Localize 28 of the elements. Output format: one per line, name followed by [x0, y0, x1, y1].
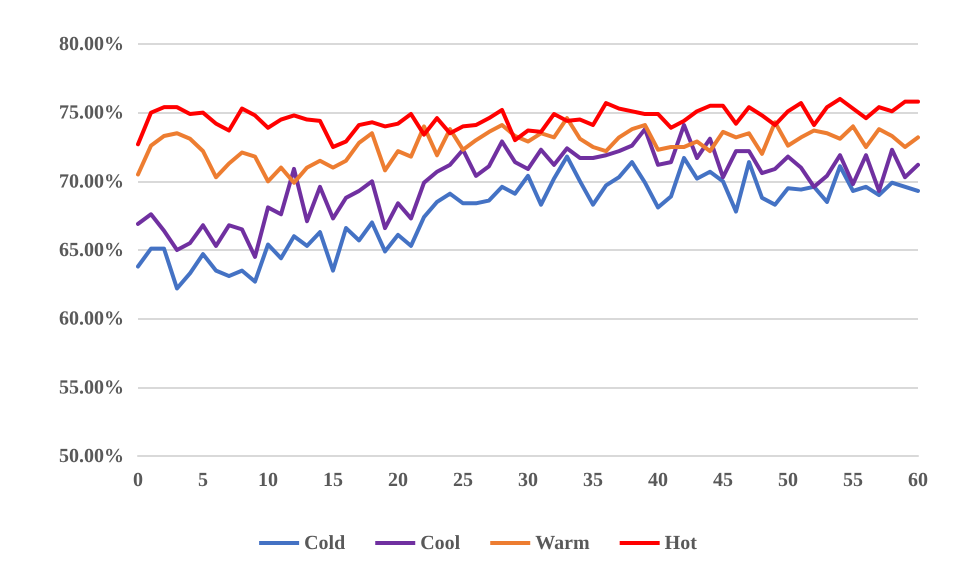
x-tick-label: 10 — [258, 469, 278, 491]
line-series — [136, 123, 920, 259]
y-tick-label: 55.00% — [59, 376, 124, 398]
y-tick-label: 70.00% — [59, 170, 124, 192]
legend-label: Cool — [420, 532, 461, 554]
x-tick-label: 45 — [713, 469, 733, 491]
x-tick-label: 20 — [388, 469, 408, 491]
legend-label: Warm — [535, 532, 590, 554]
y-tick-label: 75.00% — [59, 102, 124, 124]
line-series — [136, 96, 920, 149]
x-tick-label: 55 — [843, 469, 863, 491]
y-tick-label: 80.00% — [59, 33, 124, 55]
y-tick-label: 60.00% — [59, 308, 124, 330]
x-tick-label: 0 — [133, 469, 143, 491]
x-tick-label: 25 — [453, 469, 473, 491]
x-tick-label: 30 — [518, 469, 538, 491]
x-tick-label: 5 — [198, 469, 208, 491]
x-tick-label: 35 — [583, 469, 603, 491]
legend-label: Hot — [664, 532, 698, 554]
x-tick-label: 50 — [778, 469, 798, 491]
y-tick-label: 50.00% — [59, 445, 124, 467]
line-series — [136, 154, 920, 290]
x-tick-label: 15 — [323, 469, 343, 491]
x-tick-label: 60 — [908, 469, 928, 491]
x-tick-label: 40 — [648, 469, 668, 491]
legend-label: Cold — [304, 532, 346, 554]
line-series — [136, 116, 920, 185]
y-tick-label: 65.00% — [59, 239, 124, 261]
